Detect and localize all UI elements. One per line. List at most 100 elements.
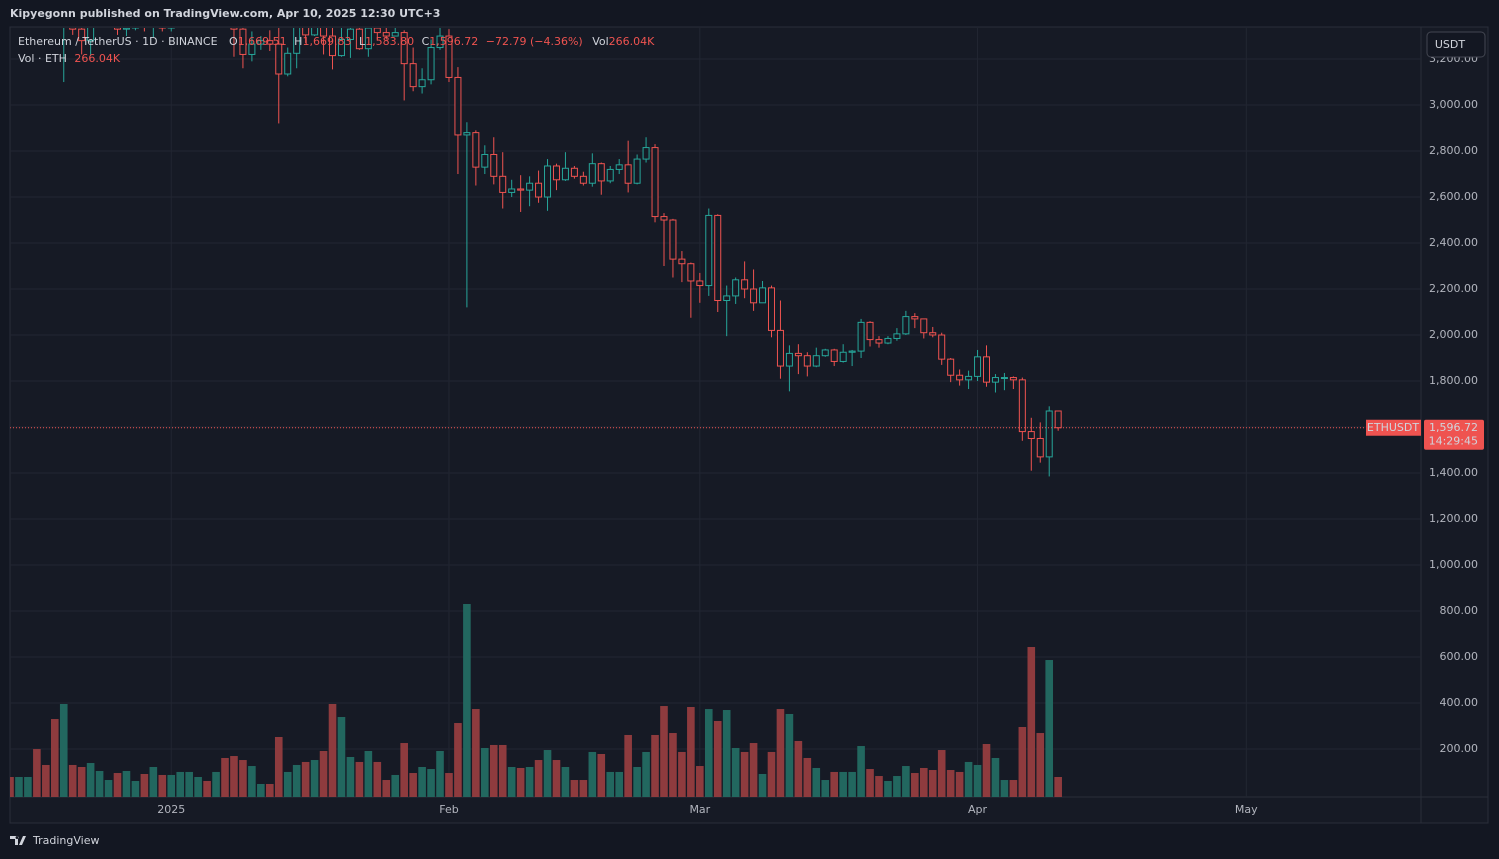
volume-bar: [382, 780, 391, 797]
y-tick-label: 1,800.00: [1429, 374, 1478, 387]
legend-label: O: [229, 35, 238, 48]
volume-bar: [588, 751, 597, 797]
volume-bar: [597, 753, 606, 797]
volume-bar: [140, 773, 149, 797]
volume-bar: [1027, 647, 1036, 797]
candle-body: [445, 35, 453, 78]
volume-bar: [543, 750, 552, 797]
volume-bar: [391, 774, 400, 797]
volume-bar: [633, 767, 641, 797]
volume-bar: [606, 771, 615, 797]
candle-body: [588, 163, 596, 184]
volume-bar: [561, 767, 570, 797]
volume-bar: [1045, 660, 1054, 797]
volume-bar: [579, 780, 588, 797]
candle-body: [382, 32, 390, 37]
y-tick-label: 2,200.00: [1429, 282, 1478, 295]
volume-bar: [893, 776, 901, 797]
volume-bar: [42, 764, 50, 797]
volume-bar: [266, 783, 274, 797]
volume-bar: [24, 777, 32, 797]
candle-body: [696, 280, 704, 287]
y-tick-label: 3,000.00: [1429, 98, 1478, 111]
volume-bar: [301, 761, 310, 797]
volume-bar: [794, 740, 803, 797]
volume-bar: [364, 750, 373, 797]
candle-body: [122, 28, 130, 30]
volume-bar: [758, 773, 767, 797]
candle-body: [723, 295, 731, 302]
candle-body: [803, 355, 811, 367]
volume-bar: [919, 767, 928, 797]
candle-body: [373, 28, 381, 34]
volume-bar: [355, 761, 364, 797]
chart-pane: [9, 26, 1489, 824]
volume-bar: [203, 780, 211, 797]
candle-body: [785, 352, 793, 367]
candle-body: [875, 339, 883, 344]
volume-bar: [946, 770, 955, 797]
volume-bar: [59, 703, 68, 797]
legend-value: 1,583.80: [365, 35, 414, 48]
currency-label[interactable]: USDT: [1435, 38, 1466, 51]
volume-bar: [445, 773, 453, 797]
legend-label: H: [294, 35, 302, 48]
candle-body: [705, 214, 713, 287]
volume-bar: [534, 760, 543, 797]
candle-body: [633, 158, 641, 184]
volume-bar: [230, 756, 238, 797]
candle-body: [517, 188, 525, 191]
x-tick-label: Mar: [689, 803, 710, 816]
candle-body: [472, 132, 480, 168]
candle-body: [1000, 377, 1008, 380]
volume-bar: [830, 771, 839, 797]
currency-button[interactable]: [1426, 31, 1486, 58]
volume-bar: [785, 713, 794, 797]
volume-bar: [1054, 776, 1062, 797]
volume-bar: [185, 771, 193, 797]
volume-bar: [33, 749, 41, 797]
candle-body: [257, 40, 265, 45]
volume-legend: Vol · ETH 266.04K: [18, 52, 121, 65]
candle-body: [794, 352, 802, 357]
candle-body: [508, 188, 516, 193]
volume-bar: [884, 780, 892, 797]
volume-bar: [328, 703, 337, 797]
volume-bar: [982, 743, 991, 797]
candle-body: [938, 334, 946, 360]
candle-body: [1018, 379, 1026, 433]
candle-body: [552, 165, 560, 181]
candle-body: [857, 321, 865, 352]
volume-bar: [373, 761, 382, 797]
volume-bar: [776, 709, 785, 797]
volume-bar: [678, 751, 686, 797]
candle-body: [346, 28, 354, 40]
volume-bar: [274, 737, 283, 797]
volume-bar: [516, 767, 525, 797]
candle-body: [624, 164, 632, 184]
candle-body: [911, 316, 919, 320]
volume-bar: [310, 760, 319, 797]
candle-body: [947, 358, 955, 376]
volume-bar: [1018, 727, 1027, 797]
candle-body: [983, 356, 991, 383]
candle-body: [490, 153, 498, 177]
volume-bar: [176, 771, 185, 797]
candle-body: [812, 355, 820, 367]
candle-body: [544, 165, 552, 198]
symbol: Ethereum / TetherUS · 1D · BINANCE: [18, 35, 218, 48]
volume-bar: [937, 750, 946, 797]
candle-body: [320, 28, 328, 37]
volume-bar: [848, 771, 856, 797]
candle-body: [418, 79, 426, 88]
volume-bar: [194, 777, 202, 797]
volume-bar: [248, 766, 256, 797]
candle-body: [991, 377, 999, 383]
candle-body: [87, 28, 95, 42]
candle-body: [499, 175, 507, 193]
candle-body: [266, 40, 274, 45]
volume-bar: [257, 783, 265, 797]
y-tick-label: 400.00: [1440, 696, 1479, 709]
volume-bar: [955, 771, 964, 797]
